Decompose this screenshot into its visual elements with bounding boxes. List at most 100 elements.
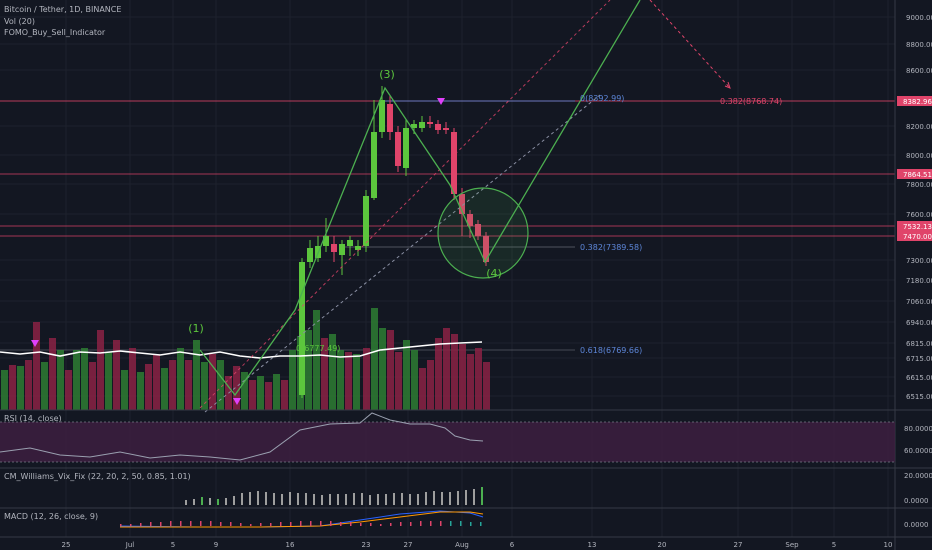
volume-bar (233, 366, 240, 410)
time-axis-label: Aug (455, 541, 469, 549)
volume-bar (33, 322, 40, 410)
vix-bar (433, 491, 435, 505)
macd-hist-bar (120, 524, 122, 526)
vix-bar (201, 497, 203, 505)
price-tag-box (897, 231, 932, 241)
volume-bar (387, 330, 394, 410)
price-axis-label: 6815.00 (906, 340, 932, 348)
vix-bar (193, 499, 195, 505)
macd-hist-bar (160, 522, 162, 526)
vix-bar (385, 494, 387, 505)
vix-bar (297, 493, 299, 505)
wave-label-1: (1) (188, 322, 204, 335)
candle-body (387, 104, 393, 132)
rsi-label: RSI (14, close) (4, 414, 62, 423)
macd-hist-bar (420, 521, 422, 526)
macd-axis-label: 0.0000 (904, 521, 929, 529)
volume-bar (185, 360, 192, 410)
volume-bar (81, 348, 88, 410)
vix-bar (265, 492, 267, 505)
volume-bar (273, 374, 280, 410)
macd-hist-bar (230, 522, 232, 526)
candle-body (459, 194, 465, 214)
macd-hist-bar (180, 521, 182, 526)
vix-bar (369, 495, 371, 505)
macd-hist-bar (330, 521, 332, 526)
vix-bar (417, 494, 419, 505)
vix-bar (257, 491, 259, 505)
macd-hist-bar (450, 521, 452, 526)
vix-fix-bars (185, 487, 483, 505)
volume-bar (483, 362, 490, 410)
vix-bar (329, 494, 331, 505)
volume-bar (145, 364, 152, 410)
vix-bar (409, 494, 411, 505)
volume-bar (443, 328, 450, 410)
volume-bar (289, 350, 296, 410)
price-axis-label: 6715.00 (906, 355, 932, 363)
macd-hist-bar (470, 522, 472, 526)
macd-label: MACD (12, 26, close, 9) (4, 512, 99, 521)
vix-bar (449, 492, 451, 505)
candle-body (331, 244, 337, 252)
price-tag-label: 7470.00 (903, 233, 932, 241)
volume-bar (25, 360, 32, 410)
vix-bar (361, 493, 363, 505)
vix-bar (185, 500, 187, 505)
candle-body (419, 122, 425, 128)
candlesticks (299, 86, 489, 398)
vix-axis-label: 0.0000 (904, 497, 929, 505)
indicator-legend: FOMO_Buy_Sell_Indicator (4, 28, 106, 37)
volume-bar (169, 360, 176, 410)
volume-bar (435, 338, 442, 410)
volume-bar (265, 382, 272, 410)
price-axis-label: 7180.00 (906, 277, 932, 285)
macd-hist-bar (400, 522, 402, 526)
volume-bar (153, 354, 160, 410)
volume-bar (193, 340, 200, 410)
price-tag-box (897, 96, 932, 106)
candle-body (379, 100, 385, 132)
vix-bar (345, 494, 347, 505)
price-axis[interactable]: 9000.00 8800.00 8600.00 8200.00 8000.00 7800.… (906, 14, 932, 401)
volume-bar (177, 348, 184, 410)
time-axis[interactable]: 25 Jul 5 9 16 23 27 Aug 6 13 20 27 Sep 5 10 (62, 541, 893, 549)
candle-body (371, 132, 377, 198)
candle-body (467, 214, 473, 226)
time-axis-label: 16 (286, 541, 295, 549)
price-axis-label: 7800.00 (906, 181, 932, 189)
rsi-pane (0, 412, 895, 463)
volume-bar (305, 330, 312, 410)
rsi-axis-label: 80.0000 (904, 425, 932, 433)
macd-hist-bar (430, 521, 432, 526)
vix-bar (217, 499, 219, 505)
macd-hist-bar (260, 523, 262, 526)
volume-bar (201, 362, 208, 410)
price-axis-label: 8200.00 (906, 123, 932, 131)
fib-label-0618: 0.618(6769.66) (580, 346, 642, 355)
price-axis-label: 7060.00 (906, 298, 932, 306)
volume-bar (451, 334, 458, 410)
macd-hist-bar (300, 521, 302, 526)
volume-bar (97, 330, 104, 410)
candle-body (411, 124, 417, 128)
macd-hist-bar (320, 521, 322, 526)
macd-hist-bar (390, 523, 392, 526)
volume-bar (321, 338, 328, 410)
vix-label: CM_Williams_Vix_Fix (22, 20, 2, 50, 0.85… (4, 472, 191, 481)
macd-hist-bar (310, 521, 312, 526)
vix-bar (241, 493, 243, 505)
price-axis-label: 6940.00 (906, 319, 932, 327)
candle-body (403, 128, 409, 168)
macd-hist-bar (340, 522, 342, 526)
volume-legend: Vol (20) (4, 17, 35, 26)
vix-bar (273, 493, 275, 505)
macd-hist-bar (150, 522, 152, 526)
time-axis-label: 9 (214, 541, 218, 549)
macd-hist-bar (270, 523, 272, 526)
volume-bar (113, 340, 120, 410)
price-axis-label: 6615.00 (906, 374, 932, 382)
price-axis-label: 7300.00 (906, 257, 932, 265)
macd-hist-bar (240, 523, 242, 526)
